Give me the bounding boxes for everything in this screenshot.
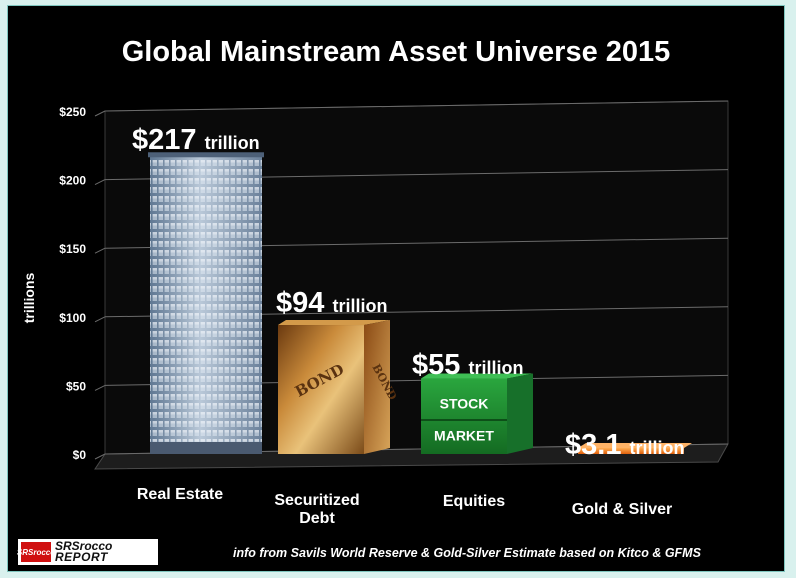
data-label-amount: $94: [276, 287, 332, 319]
y-tick-label: $150: [59, 242, 86, 256]
category-label-line2: Debt: [299, 510, 335, 527]
bar-top: [278, 320, 390, 326]
gridline-side: [94, 316, 106, 323]
gridline-side: [94, 384, 106, 391]
bar-top: [578, 443, 692, 448]
category-label: Securitized: [274, 492, 359, 509]
category-label: Gold & Silver: [572, 501, 672, 518]
bar-side: [507, 373, 533, 454]
data-label-amount: $3.1: [565, 429, 630, 461]
data-label: $3.1 trillion: [565, 429, 685, 461]
gridline: [104, 100, 729, 112]
bar-stock-market: STOCK MARKET: [421, 373, 533, 454]
y-tick-label: $0: [73, 448, 87, 462]
logo-badge: SRSrocco: [17, 542, 55, 562]
bar-top: [421, 373, 533, 379]
bar-front: [421, 378, 507, 454]
category-label: Equities: [443, 493, 505, 510]
logo-line1: SRSrocco: [55, 539, 113, 553]
chart: Global Mainstream Asset Universe 2015 $0…: [21, 36, 729, 527]
stock-word-2: MARKET: [434, 427, 494, 443]
data-label-unit: trillion: [630, 438, 685, 458]
building-base: [150, 442, 262, 454]
data-label-unit: trillion: [332, 296, 387, 316]
source-note: info from Savils World Reserve & Gold-Si…: [233, 546, 701, 560]
stock-word-1: STOCK: [440, 396, 489, 412]
logo-line2: REPORT: [55, 550, 108, 564]
bar-front: [578, 448, 684, 454]
data-label-amount: $217: [132, 124, 205, 156]
data-labels: $217 trillion$94 trillion$55 trillion$3.…: [132, 124, 685, 461]
gridline-side: [94, 110, 106, 117]
bars: BOND BOND STOCK MARKET: [148, 152, 692, 454]
y-axis-ticks: $0 $50 $100 $150 $200 $250: [59, 105, 86, 462]
bar-building: [148, 152, 264, 454]
building-windows: [150, 156, 262, 454]
data-label-unit: trillion: [205, 133, 260, 153]
gridline-side: [94, 247, 106, 254]
gridline-side: [94, 453, 106, 460]
y-axis-label: trillions: [21, 273, 37, 324]
bar-gold: [578, 443, 692, 454]
data-label-amount: $55: [412, 349, 468, 381]
y-tick-label: $100: [59, 311, 86, 325]
category-label: Real Estate: [137, 486, 223, 503]
gridline-side: [94, 179, 106, 186]
data-label: $217 trillion: [132, 124, 260, 156]
bar-front: [278, 325, 364, 454]
bar-side: [364, 320, 390, 454]
y-tick-label: $50: [66, 379, 86, 393]
srsrocco-logo: SRSrocco SRSrocco REPORT: [17, 539, 158, 565]
chart-title: Global Mainstream Asset Universe 2015: [122, 36, 671, 68]
data-label: $55 trillion: [412, 349, 523, 381]
y-tick-label: $200: [59, 174, 86, 188]
chart-frame: Global Mainstream Asset Universe 2015 $0…: [7, 5, 785, 572]
building-roof: [148, 152, 264, 158]
y-tick-label: $250: [59, 105, 86, 119]
bar-bond: BOND BOND: [278, 320, 399, 454]
data-label: $94 trillion: [276, 287, 387, 319]
data-label-unit: trillion: [468, 358, 523, 378]
